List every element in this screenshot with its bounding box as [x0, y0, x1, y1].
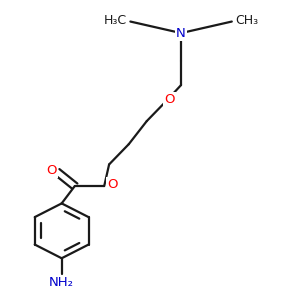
Text: O: O: [46, 164, 57, 177]
Text: CH₃: CH₃: [235, 14, 258, 27]
Text: NH₂: NH₂: [49, 276, 74, 289]
Text: O: O: [107, 178, 118, 191]
Text: N: N: [176, 27, 186, 40]
Text: O: O: [164, 93, 175, 106]
Text: H₃C: H₃C: [104, 14, 127, 27]
